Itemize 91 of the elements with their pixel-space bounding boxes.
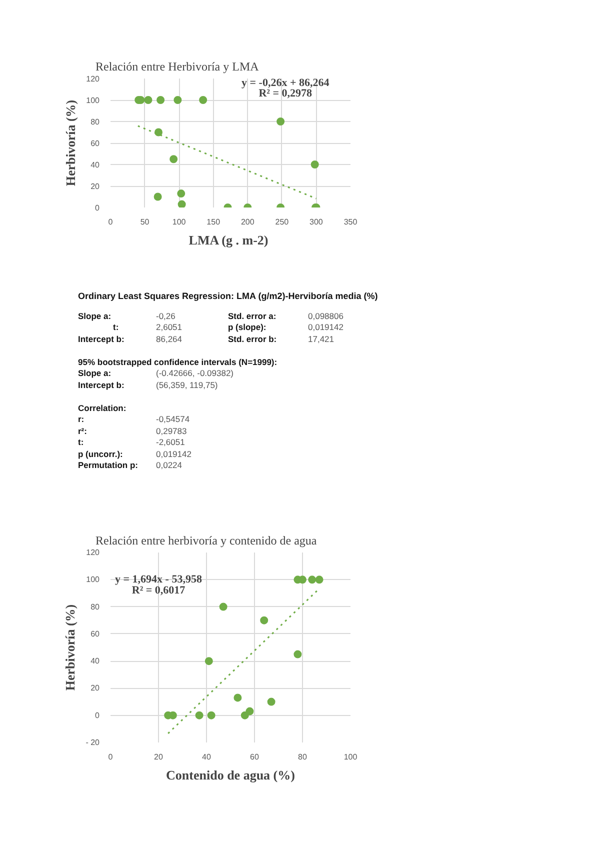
point [276, 118, 285, 126]
x-tick-label: 150 [206, 218, 221, 226]
x-tick-label: 350 [344, 218, 358, 226]
x-axis-title: LMA (g . m-2) [188, 232, 268, 248]
point [204, 657, 213, 666]
text: 17,421 [308, 333, 334, 346]
point [246, 707, 254, 716]
x-tick-label: 0 [108, 218, 114, 226]
y-tick-label: 0 [95, 204, 100, 212]
y-tick-label: 120 [86, 548, 100, 557]
y-tick-label: 60 [90, 629, 100, 638]
point [234, 694, 242, 702]
x-tick-label: 20 [154, 752, 164, 762]
text: 2,6051 [156, 321, 182, 334]
x-tick-label: 60 [250, 752, 260, 762]
text: r²: [78, 425, 87, 438]
chart-title: Relación entre Herbivoría y LMA [96, 60, 260, 74]
y-tick-label: 120 [86, 74, 100, 84]
point [177, 190, 186, 198]
point [178, 200, 186, 208]
text: Slope a: [78, 367, 112, 380]
text: Correlation: [78, 402, 126, 414]
point [144, 96, 152, 104]
y-tick-label: 60 [90, 139, 100, 148]
y-tick-label: 20 [90, 182, 100, 191]
text: -0,54574 [156, 413, 190, 426]
point [207, 711, 216, 720]
x-tick-label: 250 [275, 218, 290, 226]
chart-title: Relación entre herbivoría y contenido de agua [96, 534, 318, 548]
y-tick-label: 20 [90, 684, 100, 693]
point [240, 711, 249, 720]
x-tick-label: 100 [344, 752, 358, 762]
x-tick-label: 200 [240, 218, 255, 226]
x-tick-label: 40 [202, 752, 212, 762]
text: t: [113, 321, 119, 334]
text: 0,098806 [308, 310, 344, 322]
x-tick-label: 0 [108, 752, 114, 762]
text: p (uncorr.): [78, 448, 123, 460]
point [195, 711, 204, 720]
point [170, 155, 178, 164]
text: Intercept b: [78, 379, 124, 392]
point [310, 160, 319, 168]
y-tick-label: 40 [90, 656, 100, 666]
text: 0,0224 [156, 459, 182, 472]
text: 95% bootstrapped confidence intervals (N=1999): [78, 356, 278, 368]
text: Ordinary Least Squares Regression: LMA (g/m2)-Herviboría media (%) [78, 290, 378, 303]
point [154, 128, 162, 136]
point [315, 576, 324, 584]
point [294, 650, 302, 658]
text: Slope a: [78, 310, 112, 322]
text: 0,019142 [156, 448, 192, 460]
point [267, 698, 276, 706]
text: 0,019142 [308, 321, 344, 334]
y-axis-title: Herbivoría (%) [62, 604, 78, 691]
point [199, 96, 208, 104]
point [154, 192, 162, 201]
text: Std. error b: [228, 333, 277, 346]
point [308, 576, 316, 584]
point [219, 602, 228, 611]
text: -2,6051 [156, 436, 185, 448]
y-tick-label: 100 [86, 96, 100, 105]
annotation: R² = 0,2978 [258, 88, 312, 100]
text: r: [78, 413, 84, 426]
point [174, 96, 182, 104]
text: -0,26 [156, 310, 176, 322]
point [260, 616, 268, 624]
x-tick-label: 300 [310, 218, 324, 226]
x-tick-label: 80 [298, 752, 308, 762]
text: Permutation p: [78, 459, 138, 472]
y-tick-label: - 20 [86, 738, 100, 747]
text: (-0.42666, -0.09382) [156, 367, 234, 380]
text: p (slope): [228, 321, 266, 334]
y-axis-title: Herbivoría (%) [63, 100, 78, 186]
y-tick-label: 100 [86, 575, 100, 584]
y-tick-label: 0 [95, 710, 100, 720]
text: Std. error a: [228, 310, 276, 322]
point [156, 96, 165, 104]
x-axis-title: Contenido de agua (%) [166, 768, 295, 782]
text: 86,264 [156, 333, 182, 346]
text: (56,359, 119,75) [156, 379, 218, 392]
annotation: y = -0,26x + 86,264 [242, 76, 330, 89]
y-tick-label: 80 [90, 602, 100, 612]
x-tick-label: 100 [172, 218, 186, 226]
x-tick-label: 50 [140, 218, 150, 226]
text: t: [78, 436, 84, 448]
y-tick-label: 80 [90, 118, 100, 126]
text: Intercept b: [78, 333, 124, 346]
annotation: R² = 0,6017 [132, 584, 186, 596]
y-tick-label: 40 [90, 160, 100, 170]
annotation: y = 1,694x - 53,958 [115, 574, 202, 586]
text: 0,29783 [156, 425, 187, 438]
